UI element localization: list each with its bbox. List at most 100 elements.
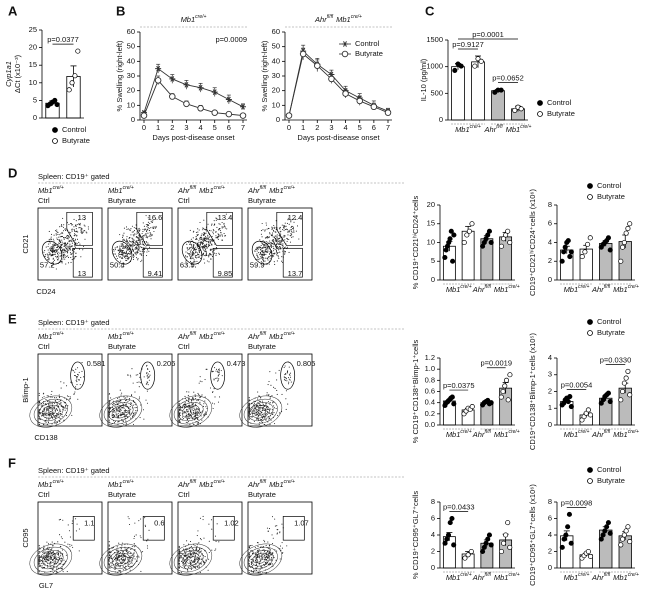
flow-event bbox=[59, 226, 61, 228]
flow-event bbox=[44, 254, 46, 256]
flow-event bbox=[129, 229, 131, 231]
genotype-label: Ahrfl/fl Mb1cre/+ bbox=[177, 331, 225, 341]
flow-event bbox=[187, 406, 189, 408]
flow-event bbox=[121, 392, 123, 394]
flow-event bbox=[193, 245, 195, 247]
data-point bbox=[503, 532, 509, 538]
flow-event bbox=[147, 227, 149, 229]
data-point bbox=[449, 394, 455, 400]
flow-event bbox=[121, 411, 123, 414]
flow-event bbox=[57, 405, 59, 407]
flow-event bbox=[270, 235, 273, 237]
flow-event bbox=[202, 253, 205, 255]
data-point bbox=[448, 228, 454, 234]
flow-event bbox=[118, 255, 120, 257]
flow-event bbox=[133, 239, 135, 241]
flow-event bbox=[125, 245, 127, 247]
flow-event bbox=[53, 234, 55, 236]
flow-event bbox=[276, 389, 278, 392]
flow-event bbox=[272, 239, 274, 241]
flow-event bbox=[64, 405, 66, 407]
data-point bbox=[559, 544, 565, 550]
flow-event bbox=[258, 549, 260, 551]
flow-event bbox=[53, 245, 55, 247]
flow-event bbox=[54, 400, 56, 402]
flow-event bbox=[266, 246, 268, 248]
flow-event bbox=[269, 397, 271, 399]
x-tick-label: 7 bbox=[241, 123, 245, 132]
flow-event bbox=[268, 248, 270, 250]
flow-event bbox=[145, 232, 147, 235]
flow-event bbox=[275, 249, 277, 251]
flow-event bbox=[54, 420, 56, 422]
flow-event bbox=[120, 572, 122, 574]
flow-event bbox=[55, 560, 57, 562]
flow-event bbox=[130, 234, 132, 236]
flow-event bbox=[281, 542, 283, 544]
gate-value: 0.805 bbox=[297, 359, 316, 368]
y-axis-label: % Swelling (right-left) bbox=[115, 40, 124, 111]
flow-event bbox=[62, 571, 64, 573]
flow-events bbox=[254, 217, 300, 266]
flow-event bbox=[184, 395, 186, 398]
group-label: Ahrfl/fl Mb1cre/+ bbox=[591, 429, 639, 439]
flow-event bbox=[265, 416, 267, 418]
flow-event bbox=[184, 402, 186, 404]
flow-event bbox=[179, 409, 181, 411]
flow-event bbox=[282, 236, 284, 238]
flow-event bbox=[184, 415, 186, 417]
data-point bbox=[501, 540, 507, 546]
flow-event bbox=[189, 554, 191, 556]
flow-event bbox=[205, 368, 207, 370]
flow-event bbox=[151, 235, 153, 237]
flow-event bbox=[269, 424, 271, 426]
flow-event bbox=[204, 378, 206, 381]
flow-event bbox=[203, 252, 205, 254]
data-point bbox=[211, 89, 218, 95]
flow-event bbox=[49, 252, 51, 254]
allele: fl/fl bbox=[496, 124, 503, 130]
contour bbox=[243, 398, 278, 425]
flow-event bbox=[252, 570, 255, 572]
y-tick-label: 20 bbox=[29, 43, 37, 52]
flow-event bbox=[124, 554, 126, 556]
flow-event bbox=[198, 255, 200, 257]
gene: Ahr bbox=[591, 430, 604, 439]
contour bbox=[181, 552, 200, 567]
flow-event bbox=[253, 410, 255, 412]
y-tick-label: 20 bbox=[427, 200, 435, 209]
flow-event bbox=[206, 230, 208, 232]
contour bbox=[248, 402, 274, 422]
flow-event bbox=[141, 259, 143, 261]
flow-event bbox=[185, 563, 187, 565]
flow-event bbox=[147, 221, 149, 223]
flow-event bbox=[199, 537, 202, 540]
flow-event bbox=[262, 257, 265, 259]
legend-label: Butyrate bbox=[597, 192, 625, 201]
flow-event bbox=[143, 376, 145, 378]
flow-event bbox=[52, 250, 54, 252]
flow-event bbox=[122, 245, 124, 247]
flow-event bbox=[125, 240, 127, 242]
flow-event bbox=[139, 239, 141, 242]
flow-event bbox=[47, 566, 49, 568]
x-tick-label: 4 bbox=[198, 123, 202, 132]
flow-event bbox=[250, 409, 252, 411]
flow-event bbox=[178, 549, 180, 552]
flow-event bbox=[122, 403, 124, 405]
flow-event bbox=[38, 571, 40, 573]
flow-event bbox=[59, 236, 61, 238]
flow-event bbox=[269, 371, 271, 373]
contour bbox=[38, 402, 64, 422]
flow-event bbox=[200, 257, 202, 260]
flow-event bbox=[43, 414, 45, 417]
legend-marker bbox=[587, 319, 593, 325]
flow-event bbox=[198, 250, 200, 252]
flow-event bbox=[199, 380, 201, 382]
flow-event bbox=[67, 256, 70, 259]
flow-event bbox=[289, 379, 291, 381]
flow-event bbox=[208, 551, 210, 554]
flow-event bbox=[279, 228, 281, 230]
flow-event bbox=[265, 241, 267, 243]
